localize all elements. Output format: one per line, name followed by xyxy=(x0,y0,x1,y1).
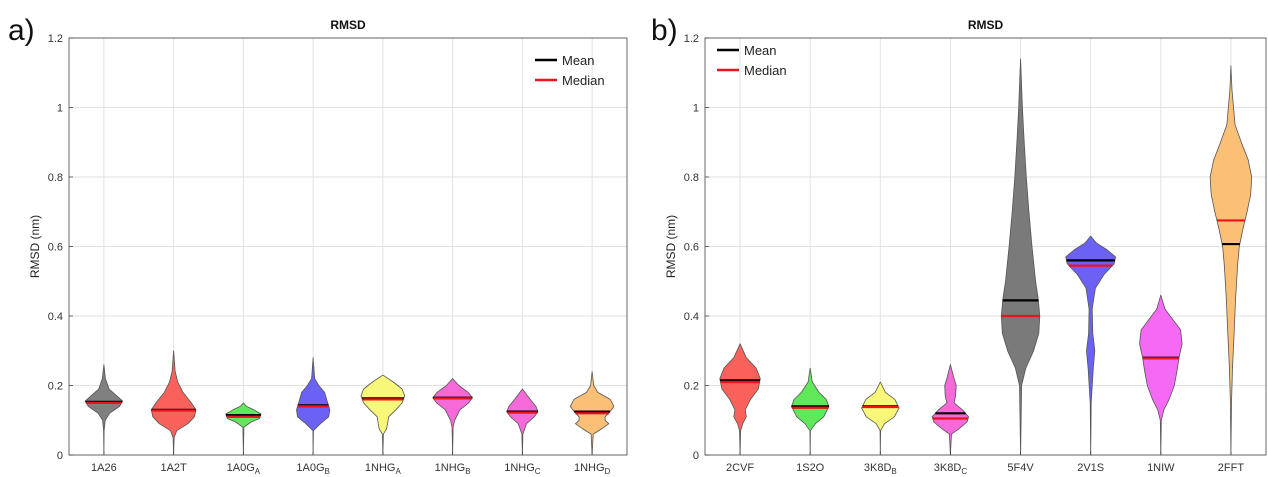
x-tick-label: 1NHGB xyxy=(435,462,471,476)
violin xyxy=(150,350,197,456)
y-tick-label: 0.6 xyxy=(48,242,63,254)
y-tick-label: 0 xyxy=(57,450,63,462)
x-tick-label: 1NIW xyxy=(1147,462,1175,474)
y-axis-label: RMSD (nm) xyxy=(664,215,678,278)
violin-body xyxy=(1139,294,1183,456)
violin xyxy=(506,388,539,456)
y-tick-label: 0.8 xyxy=(48,172,63,184)
x-tick-label: 1NHGC xyxy=(504,462,541,476)
y-tick-label: 0.2 xyxy=(48,381,63,393)
violin-body xyxy=(1000,58,1041,456)
x-tick-label: 1A0GB xyxy=(296,462,329,476)
chart-panel-b: b) 0 0.2 0.4 0.6 0.8 1 1.2 2CVF 1S2O 3K8DB 3K8DC 5F… xyxy=(634,0,1268,477)
x-tick-label: 1NHGD xyxy=(574,462,611,476)
x-tick-label: 1A2T xyxy=(160,462,187,474)
x-tick-label: 2CVF xyxy=(726,462,754,474)
y-tick-label: 0.8 xyxy=(684,172,699,184)
violin xyxy=(1139,294,1183,456)
violin-body xyxy=(84,364,123,456)
violin-body xyxy=(1209,65,1253,456)
x-tick-label: 1NHGA xyxy=(365,462,402,476)
violin-chart-b: 0 0.2 0.4 0.6 0.8 1 1.2 2CVF 1S2O 3K8DB 3K8DC 5F4V 2… xyxy=(664,18,1267,476)
y-tick-label: 0.6 xyxy=(684,242,699,254)
violin xyxy=(569,371,615,456)
violin xyxy=(1209,65,1253,456)
violin-body xyxy=(360,374,406,456)
y-tick-label: 1 xyxy=(693,103,699,115)
x-tick-label: 1A26 xyxy=(91,462,117,474)
y-tick-label: 1.2 xyxy=(684,33,699,45)
violin xyxy=(360,374,406,456)
chart-title: RMSD xyxy=(968,18,1004,32)
x-tick-subscript: B xyxy=(891,467,896,476)
legend-label: Mean xyxy=(562,53,595,68)
panel-label: a) xyxy=(8,14,35,47)
y-tick-label: 0.2 xyxy=(684,381,699,393)
x-tick-subscript: B xyxy=(465,467,470,476)
x-tick-label: 2FFT xyxy=(1218,462,1245,474)
x-tick-label: 1S2O xyxy=(796,462,825,474)
x-tick-subscript: D xyxy=(605,467,611,476)
violin-body xyxy=(1065,235,1117,456)
violin xyxy=(861,381,900,456)
legend: Mean Median xyxy=(535,53,605,88)
x-tick-label: 1A0GA xyxy=(227,462,261,476)
y-tick-label: 1.2 xyxy=(48,33,63,45)
chart-title: RMSD xyxy=(330,18,366,32)
y-tick-label: 0.4 xyxy=(48,311,63,323)
x-tick-subscript: A xyxy=(255,467,261,476)
x-tick-label: 3K8DC xyxy=(934,462,968,476)
violin-body xyxy=(150,350,197,456)
violin xyxy=(84,364,123,456)
y-tick-label: 0.4 xyxy=(684,311,699,323)
violin-body xyxy=(931,364,970,456)
violin xyxy=(1000,58,1041,456)
y-axis-label: RMSD (nm) xyxy=(28,215,42,278)
violin xyxy=(432,378,473,456)
x-tick-label: 2V1S xyxy=(1077,462,1104,474)
violin xyxy=(296,357,331,456)
y-tick-label: 1 xyxy=(57,103,63,115)
legend: Mean Median xyxy=(717,43,787,78)
violin-body xyxy=(506,388,539,456)
legend-label: Median xyxy=(744,63,787,78)
legend-label: Mean xyxy=(744,43,777,58)
panel-label: b) xyxy=(651,14,678,47)
x-tick-subscript: B xyxy=(325,467,330,476)
chart-panel-a: a) 0 0.2 0.4 0.6 0.8 1 1.2 1A26 1A2T 1A0GA 1A0GB 1N… xyxy=(8,14,628,476)
x-tick-subscript: C xyxy=(961,467,967,476)
violin-chart-a: 0 0.2 0.4 0.6 0.8 1 1.2 1A26 1A2T 1A0GA 1A0GB 1NHGA… xyxy=(28,18,628,476)
x-tick-subscript: C xyxy=(535,467,541,476)
violin xyxy=(719,343,761,456)
violin xyxy=(225,402,262,456)
violin-body xyxy=(719,343,761,456)
y-tick-label: 0 xyxy=(693,450,699,462)
x-tick-label: 5F4V xyxy=(1007,462,1034,474)
violin xyxy=(1065,235,1117,456)
violin-body xyxy=(861,381,900,456)
x-tick-subscript: A xyxy=(395,467,401,476)
legend-label: Median xyxy=(562,73,605,88)
x-tick-label: 3K8DB xyxy=(864,462,897,476)
violin xyxy=(931,364,970,456)
violin-body xyxy=(791,367,830,456)
violin xyxy=(791,367,830,456)
